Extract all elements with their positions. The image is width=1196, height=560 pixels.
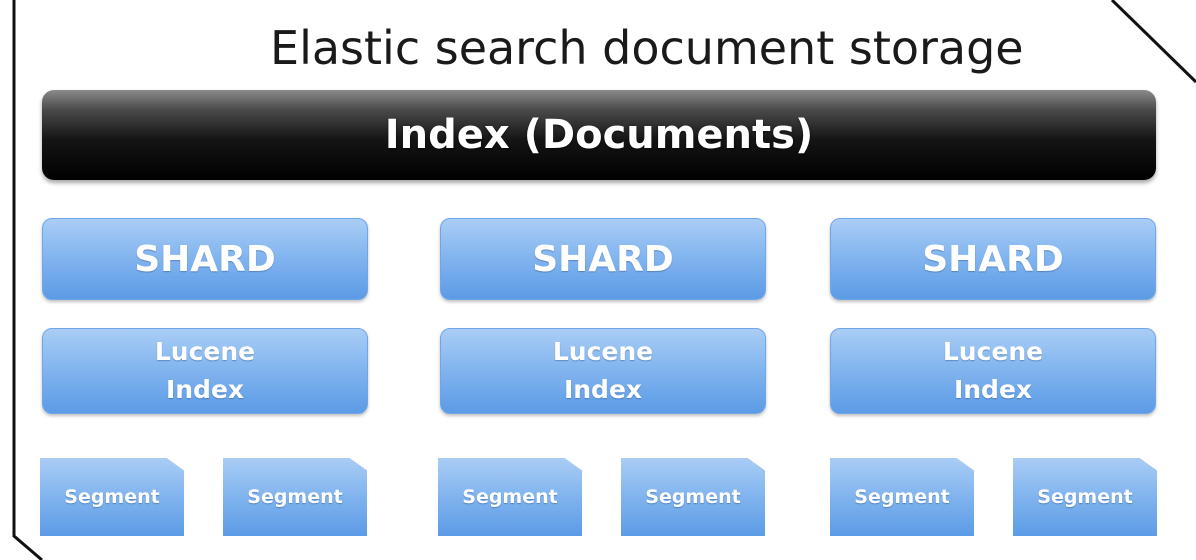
segment-3b: Segment [1013,458,1157,536]
lucene-label-line2-2: Index [563,375,643,404]
shard-label-2: SHARD [532,238,674,280]
index-bar: Index (Documents) [42,90,1156,180]
lucene-index-box-2: Lucene Index [440,328,766,414]
lucene-label-line2-3: Index [953,375,1033,404]
segment-label: Segment [1037,486,1133,508]
lucene-index-box-3: Lucene Index [830,328,1156,414]
segment-1a: Segment [40,458,184,536]
segment-2b: Segment [621,458,765,536]
segment-label: Segment [462,486,558,508]
lucene-label-line1-1: Lucene [154,337,256,366]
shard-box-3: SHARD [830,218,1156,300]
lucene-label-line1-3: Lucene [942,337,1044,366]
segment-label: Segment [854,486,950,508]
index-label: Index (Documents) [384,112,814,158]
shard-label-3: SHARD [922,238,1064,280]
segment-1b: Segment [223,458,367,536]
segment-label: Segment [645,486,741,508]
shard-label-1: SHARD [134,238,276,280]
diagram-title: Elastic search document storage [270,21,1024,75]
segment-2a: Segment [438,458,582,536]
shard-box-1: SHARD [42,218,368,300]
lucene-index-box-1: Lucene Index [42,328,368,414]
segment-label: Segment [247,486,343,508]
lucene-label-line1-2: Lucene [552,337,654,366]
segment-label: Segment [64,486,160,508]
shard-box-2: SHARD [440,218,766,300]
lucene-label-line2-1: Index [165,375,245,404]
segment-3a: Segment [830,458,974,536]
